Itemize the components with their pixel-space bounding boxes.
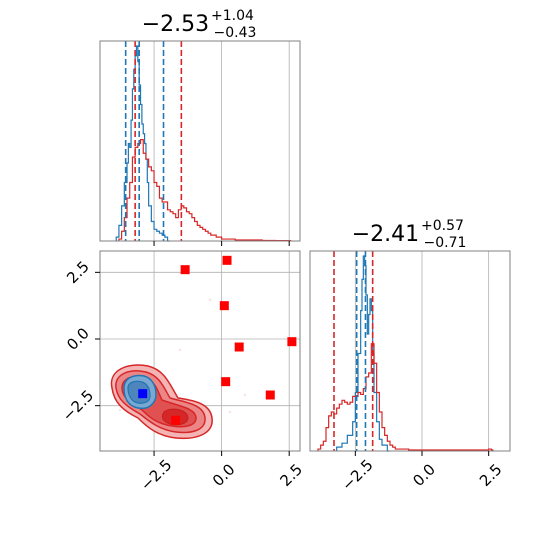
panel1-title: −2.53 +1.04 −0.43	[142, 5, 259, 41]
panel1-title-median: −2.53	[142, 12, 209, 37]
p3-series-0	[336, 255, 390, 452]
red-marker-6	[265, 390, 275, 400]
p1-series-0	[115, 45, 170, 242]
panel1-title-plus: +1.04	[211, 8, 254, 24]
blue-marker	[138, 389, 148, 399]
p2-xtick-label-1: 0.0	[209, 460, 239, 490]
panel3-title: −2.41 +0.57 −0.71	[352, 215, 469, 251]
p3-tick-label-1: 0.0	[409, 460, 439, 490]
p1-series-1	[118, 139, 292, 242]
red-marker-3	[234, 342, 244, 352]
red-marker-2	[219, 301, 229, 311]
panel1-grid	[153, 41, 290, 241]
panel3-title-median: −2.41	[352, 222, 419, 247]
panel3-quantiles	[333, 251, 374, 451]
panel3-grid	[354, 251, 490, 451]
red-marker-7	[171, 415, 181, 425]
p2-xtick-label-2: 2.5	[277, 460, 307, 490]
red-marker-0	[180, 265, 190, 275]
p2-ytick-label-0: 2.5	[63, 258, 93, 288]
p2-ytick-label-1: 0.0	[63, 324, 93, 354]
histogram-panel-param2: −2.41 +0.57 −0.71 −2.5 0.0 2.5	[309, 215, 511, 494]
panel1-title-minus: −0.43	[214, 25, 257, 41]
panel3-title-plus: +0.57	[421, 218, 464, 234]
histogram-panel-param1: −2.53 +1.04 −0.43	[99, 5, 301, 246]
p3-series-1	[317, 343, 494, 452]
panel3-ticks: −2.5 0.0 2.5	[338, 451, 506, 494]
panel1-ticks	[153, 241, 290, 246]
panel3-series	[317, 255, 494, 452]
panel2-frame	[99, 250, 301, 452]
p3-tick-label-0: −2.5	[338, 456, 376, 494]
panel1-quantiles	[124, 41, 183, 241]
p2-ytick-label-2: −2.5	[59, 386, 97, 424]
p2-xtick-label-0: −2.5	[137, 456, 175, 494]
red-marker-5	[221, 377, 231, 387]
panel1-frame	[99, 40, 301, 242]
panel3-frame	[309, 250, 511, 452]
p3-tick-label-2: 2.5	[476, 460, 506, 490]
panel2-ticks: −2.5 0.0 2.5 2.5 0.0 −2.5	[59, 258, 306, 495]
density-panel-2d: −2.5 0.0 2.5 2.5 0.0 −2.5	[59, 250, 306, 495]
red-marker-4	[287, 337, 297, 347]
blue-marker-point	[138, 389, 148, 399]
panel1-series	[115, 45, 292, 242]
red-marker-1	[222, 255, 232, 265]
red-markers	[171, 255, 297, 425]
panel3-title-minus: −0.71	[424, 235, 467, 251]
